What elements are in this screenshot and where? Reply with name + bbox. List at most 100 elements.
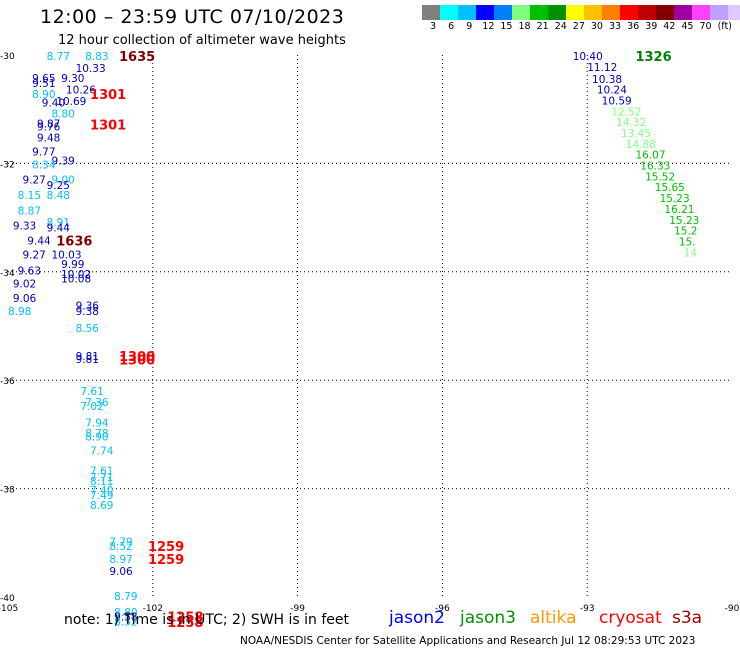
wave-height-value: 15.2 [674,226,697,238]
time-label: 1301 [90,88,126,103]
wave-height-value: 8.15 [18,190,41,202]
wave-height-value: 8.52 [109,541,132,553]
page-subtitle: 12 hour collection of altimeter wave hei… [58,33,346,48]
wave-height-value: 9.99 [61,259,84,271]
wave-height-value: 9.48 [37,132,60,144]
wave-height-value: 15.65 [655,182,685,194]
wave-height-value: 10.24 [597,85,627,97]
wave-height-value: 8.87 [18,206,41,218]
wave-height-value: 10.33 [76,63,106,75]
time-label: 1300 [119,354,155,369]
wave-height-value: 9.02 [13,279,36,291]
wave-height-value: 9.40 [42,98,65,110]
legend-label: 27 [572,21,585,32]
wave-height-value: 9.39 [51,156,74,168]
wave-height-value: 10.69 [56,96,86,108]
wave-height-value: 10.40 [573,51,603,63]
legend-swatch [584,5,602,20]
x-tick-label: -102 [143,604,163,614]
satellite-cryosat: cryosat [599,608,662,628]
wave-height-value: 14.88 [626,139,656,151]
legend-swatch [494,5,512,20]
wave-height-value: 9.51 [32,78,55,90]
wave-height-value: 8.98 [8,306,31,318]
wave-height-value: 14 [684,247,698,259]
wave-height-value: 9.44 [47,222,71,234]
wave-height-value: 8.97 [109,554,132,566]
legend-label: 12 [482,21,495,32]
legend-swatch [458,5,476,20]
wave-height-value: 7.74 [90,446,114,458]
legend-label: 21 [536,21,549,32]
time-label: 1259 [148,553,184,568]
wave-height-value: 9.81 [76,351,99,363]
time-label: 1635 [119,50,155,65]
legend-swatch [692,5,710,20]
wave-height-value: 16.21 [664,204,694,216]
wave-height-value: 7.94 [85,417,109,429]
wave-height-value: 8.80 [51,109,74,121]
x-tick-label: -93 [580,604,595,614]
wave-height-value: 9.87 [37,118,60,130]
legend-swatch [548,5,566,20]
wave-height-value: 10.38 [592,74,622,86]
wave-height-value: 9.58 [114,612,137,624]
legend-swatch [602,5,620,20]
wave-height-value: 8.91 [47,217,70,229]
page-title: 12:00 – 23:59 UTC 07/10/2023 [40,6,345,28]
wave-height-value: 15.23 [669,215,699,227]
wave-height-value: 7.40 [90,485,113,497]
wave-height-value: 10.08 [61,273,91,285]
satellite-jason3: jason3 [460,608,516,628]
time-label: 1300 [119,350,155,365]
wave-height-value: 15. [679,236,696,248]
x-tick-label: -99 [290,604,305,614]
wave-height-value: 9.63 [18,266,41,278]
wave-height-value: 16.33 [640,161,670,173]
wave-height-value: 9.00 [51,175,74,187]
wave-height-value: 8.90 [85,432,108,444]
wave-height-value: 8.11 [90,476,113,488]
legend-label: 6 [448,21,455,32]
legend-swatch [656,5,674,20]
legend-swatch [476,5,494,20]
wave-height-value: 10.59 [602,96,632,108]
y-tick-label: -30 [0,52,15,62]
legend-label: 33 [609,21,622,32]
y-tick-label: -32 [0,160,15,170]
legend-label: 9 [466,21,473,32]
wave-height-value: 11.12 [587,62,617,74]
satellite-altika: altika [530,608,577,628]
wave-height-value: 16.07 [635,150,665,162]
wave-height-value: 14.32 [616,117,646,129]
legend-label: 3 [430,21,437,32]
legend-label: 70 [699,21,712,32]
legend-swatch [440,5,458,20]
legend-swatch [728,5,740,20]
wave-height-value: 15.23 [660,193,690,205]
color-legend [422,5,740,20]
legend-label: 24 [554,21,567,32]
time-label: 1258 [167,616,203,631]
y-tick-label: -36 [0,377,15,387]
legend-swatch [620,5,638,20]
x-tick-label: -90 [725,604,740,614]
wave-height-value: 8.69 [90,500,113,512]
wave-height-value: 9.33 [13,221,36,233]
note-text: note: 1) Time is in UTC; 2) SWH is in fe… [64,612,350,628]
wave-height-value: 9.81 [76,354,99,366]
wave-height-value: 9.06 [13,293,37,305]
wave-height-value: 7.61 [90,466,113,478]
satellite-s3a: s3a [672,608,703,628]
wave-height-value: 8.90 [32,89,55,101]
wave-height-value: 8.52 [114,616,137,628]
wave-height-value: 10.26 [66,85,96,97]
wave-height-value: 8.77 [47,51,70,63]
legend-label: 15 [500,21,513,32]
wave-height-value: 9.77 [32,146,55,158]
legend-swatch [710,5,728,20]
legend-label: 39 [645,21,658,32]
wave-height-value: 9.30 [61,73,84,85]
x-tick-label: -96 [435,604,450,614]
